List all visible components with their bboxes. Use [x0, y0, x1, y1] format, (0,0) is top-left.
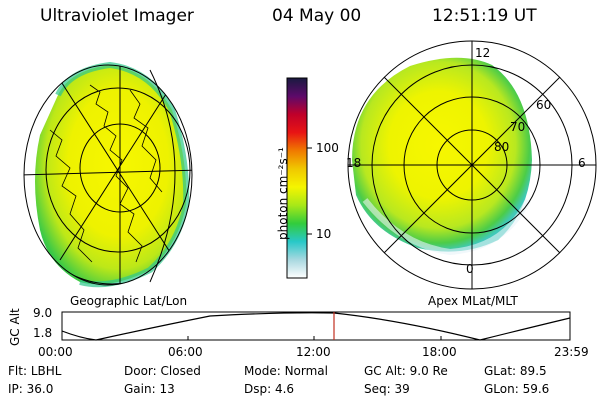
apex-emission-area [352, 57, 532, 252]
mlt-label-18: 18 [346, 156, 362, 170]
mlt-label-12: 12 [475, 46, 491, 60]
colorbar-strip [286, 77, 308, 279]
altitude-curve [61, 312, 571, 341]
mlat-label-70: 70 [510, 120, 526, 134]
altitude-xtick: 12:00 [296, 345, 331, 359]
info-flt: Flt: LBHL [8, 364, 62, 378]
limb-arc [149, 69, 176, 283]
info-dsp: Dsp: 4.6 [244, 382, 295, 396]
altitude-plot [61, 311, 571, 341]
altitude-xtick: 06:00 [168, 345, 203, 359]
info-door: Door: Closed [124, 364, 201, 378]
info-gain: Gain: 13 [124, 382, 175, 396]
mlt-line-diagonal [383, 76, 561, 254]
apex-emission-edge [362, 198, 531, 256]
info-seq: Seq: 39 [364, 382, 410, 396]
apex-map [347, 40, 597, 290]
time-label: 12:51:19 UT [432, 6, 537, 26]
altitude-xtick: 00:00 [38, 345, 73, 359]
info-mode: Mode: Normal [244, 364, 328, 378]
colorbar-label-100: 100 [316, 141, 339, 155]
altitude-ytick-1.8: 1.8 [33, 326, 53, 340]
info-glon: GLon: 59.6 [484, 382, 550, 396]
coastline [49, 129, 93, 263]
altitude-xtick: 18:00 [422, 345, 457, 359]
altitude-ylabel: GC Alt [8, 308, 22, 346]
altitude-ytick-9: 9.0 [33, 306, 53, 320]
date-label: 04 May 00 [272, 6, 362, 26]
mlat-label-60: 60 [536, 98, 552, 112]
limb-outline [23, 64, 193, 286]
geographic-map [23, 61, 193, 288]
mlat-label-80: 80 [494, 140, 510, 154]
longitude-line [59, 79, 176, 261]
mlt-label-6: 6 [578, 156, 586, 170]
geographic-emission-edge [55, 61, 190, 288]
coastline [129, 89, 163, 193]
info-glat: GLat: 89.5 [484, 364, 547, 378]
colorbar [286, 77, 312, 279]
geographic-emission-area [35, 65, 187, 285]
colorbar-unit-label: photon cm⁻²s⁻¹ [276, 147, 290, 240]
info-gc-alt: GC Alt: 9.0 Re [364, 364, 448, 378]
instrument-title: Ultraviolet Imager [40, 6, 194, 26]
altitude-plot-frame [61, 311, 571, 341]
latitude-line [24, 65, 192, 285]
coastline [89, 84, 143, 263]
altitude-xtick: 23:59 [554, 345, 589, 359]
geographic-caption: Geographic Lat/Lon [70, 294, 188, 308]
colorbar-label-10: 10 [316, 227, 332, 241]
info-ip: IP: 36.0 [8, 382, 54, 396]
longitude-line [24, 169, 192, 176]
apex-caption: Apex MLat/MLT [428, 294, 518, 308]
mlt-label-0: 0 [466, 262, 474, 276]
